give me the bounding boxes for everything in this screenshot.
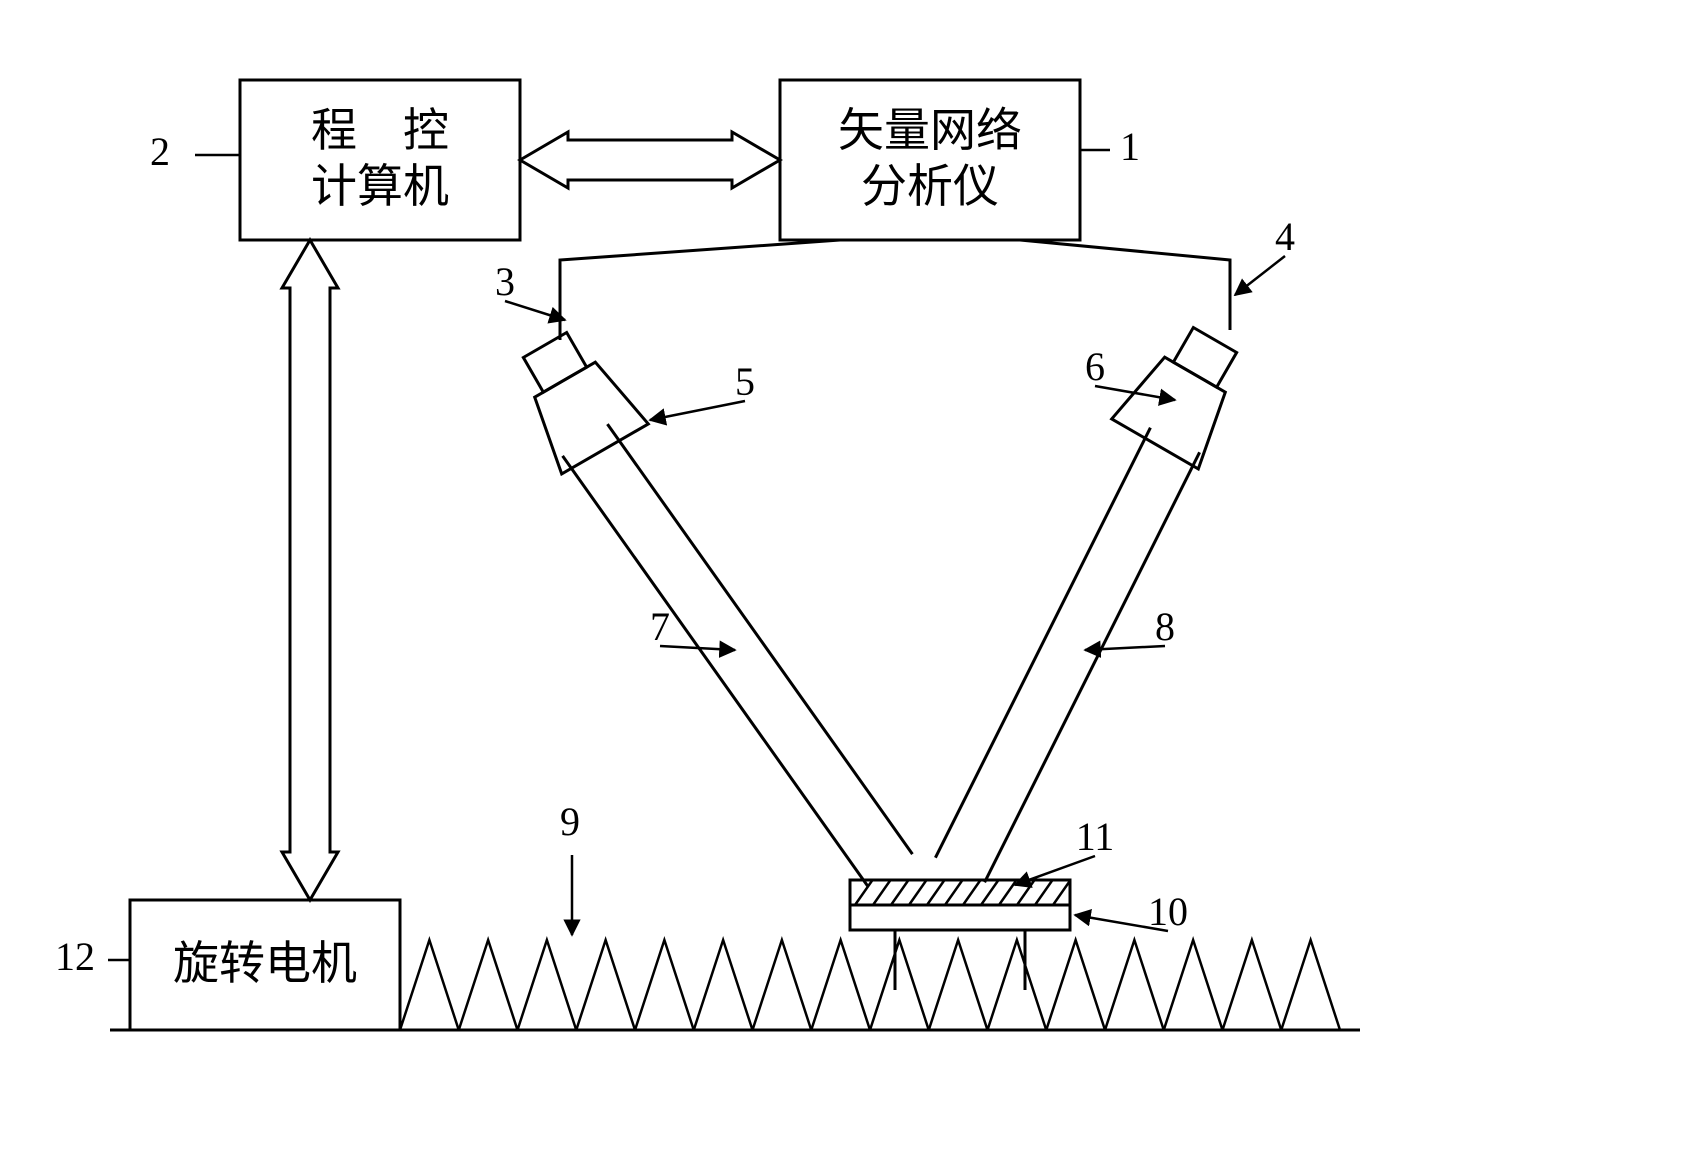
absorber-cone (870, 940, 929, 1030)
beam-left-a (563, 456, 868, 886)
double-arrow-h (520, 132, 780, 188)
absorber-cone (576, 940, 635, 1030)
hatch (1053, 880, 1071, 905)
absorber-cone (1105, 940, 1164, 1030)
absorber-cone (459, 940, 518, 1030)
leader-arrow-5 (650, 401, 745, 420)
callout-2: 2 (150, 129, 170, 174)
callout-12: 12 (55, 934, 95, 979)
beam-right-a (935, 428, 1150, 858)
leader-arrow-3 (505, 301, 565, 320)
absorber-cone (1223, 940, 1282, 1030)
double-arrow-v (282, 240, 338, 900)
cable-left (560, 240, 840, 340)
callout-11: 11 (1076, 814, 1115, 859)
callout-4: 4 (1275, 214, 1295, 259)
callout-3: 3 (495, 259, 515, 304)
absorber-cone (988, 940, 1047, 1030)
analyzer-label-0: 矢量网络 (838, 105, 1022, 156)
absorber-cone (753, 940, 812, 1030)
hatch (1035, 880, 1053, 905)
hatch (873, 880, 891, 905)
leader-arrow-4 (1235, 256, 1285, 295)
hatch (963, 880, 981, 905)
absorber-cone (811, 940, 870, 1030)
callout-6: 6 (1085, 344, 1105, 389)
absorber-cone (400, 940, 459, 1030)
absorber-cone (1046, 940, 1105, 1030)
hatch (927, 880, 945, 905)
callout-7: 7 (650, 604, 670, 649)
callout-10: 10 (1148, 889, 1188, 934)
hatch (909, 880, 927, 905)
computer-label-0: 程 控 (311, 105, 449, 156)
leader-arrow-6 (1095, 386, 1175, 400)
computer-box (240, 80, 520, 240)
hatch (891, 880, 909, 905)
callout-1: 1 (1120, 124, 1140, 169)
computer-label-1: 计算机 (311, 161, 449, 212)
hatch (945, 880, 963, 905)
motor-label-0: 旋转电机 (173, 938, 357, 989)
absorber-cone (518, 940, 577, 1030)
callout-5: 5 (735, 359, 755, 404)
callout-9: 9 (560, 799, 580, 844)
hatch (981, 880, 999, 905)
absorber-cone (694, 940, 753, 1030)
leader-arrow-8 (1085, 646, 1165, 650)
hatch (855, 880, 873, 905)
absorber-cone (929, 940, 988, 1030)
cable-right (1020, 240, 1230, 330)
absorber-cone (1164, 940, 1223, 1030)
callout-8: 8 (1155, 604, 1175, 649)
analyzer-label-1: 分析仪 (861, 161, 999, 212)
hatch (999, 880, 1017, 905)
absorber-cone (1281, 940, 1340, 1030)
absorber-cone (635, 940, 694, 1030)
analyzer-box (780, 80, 1080, 240)
